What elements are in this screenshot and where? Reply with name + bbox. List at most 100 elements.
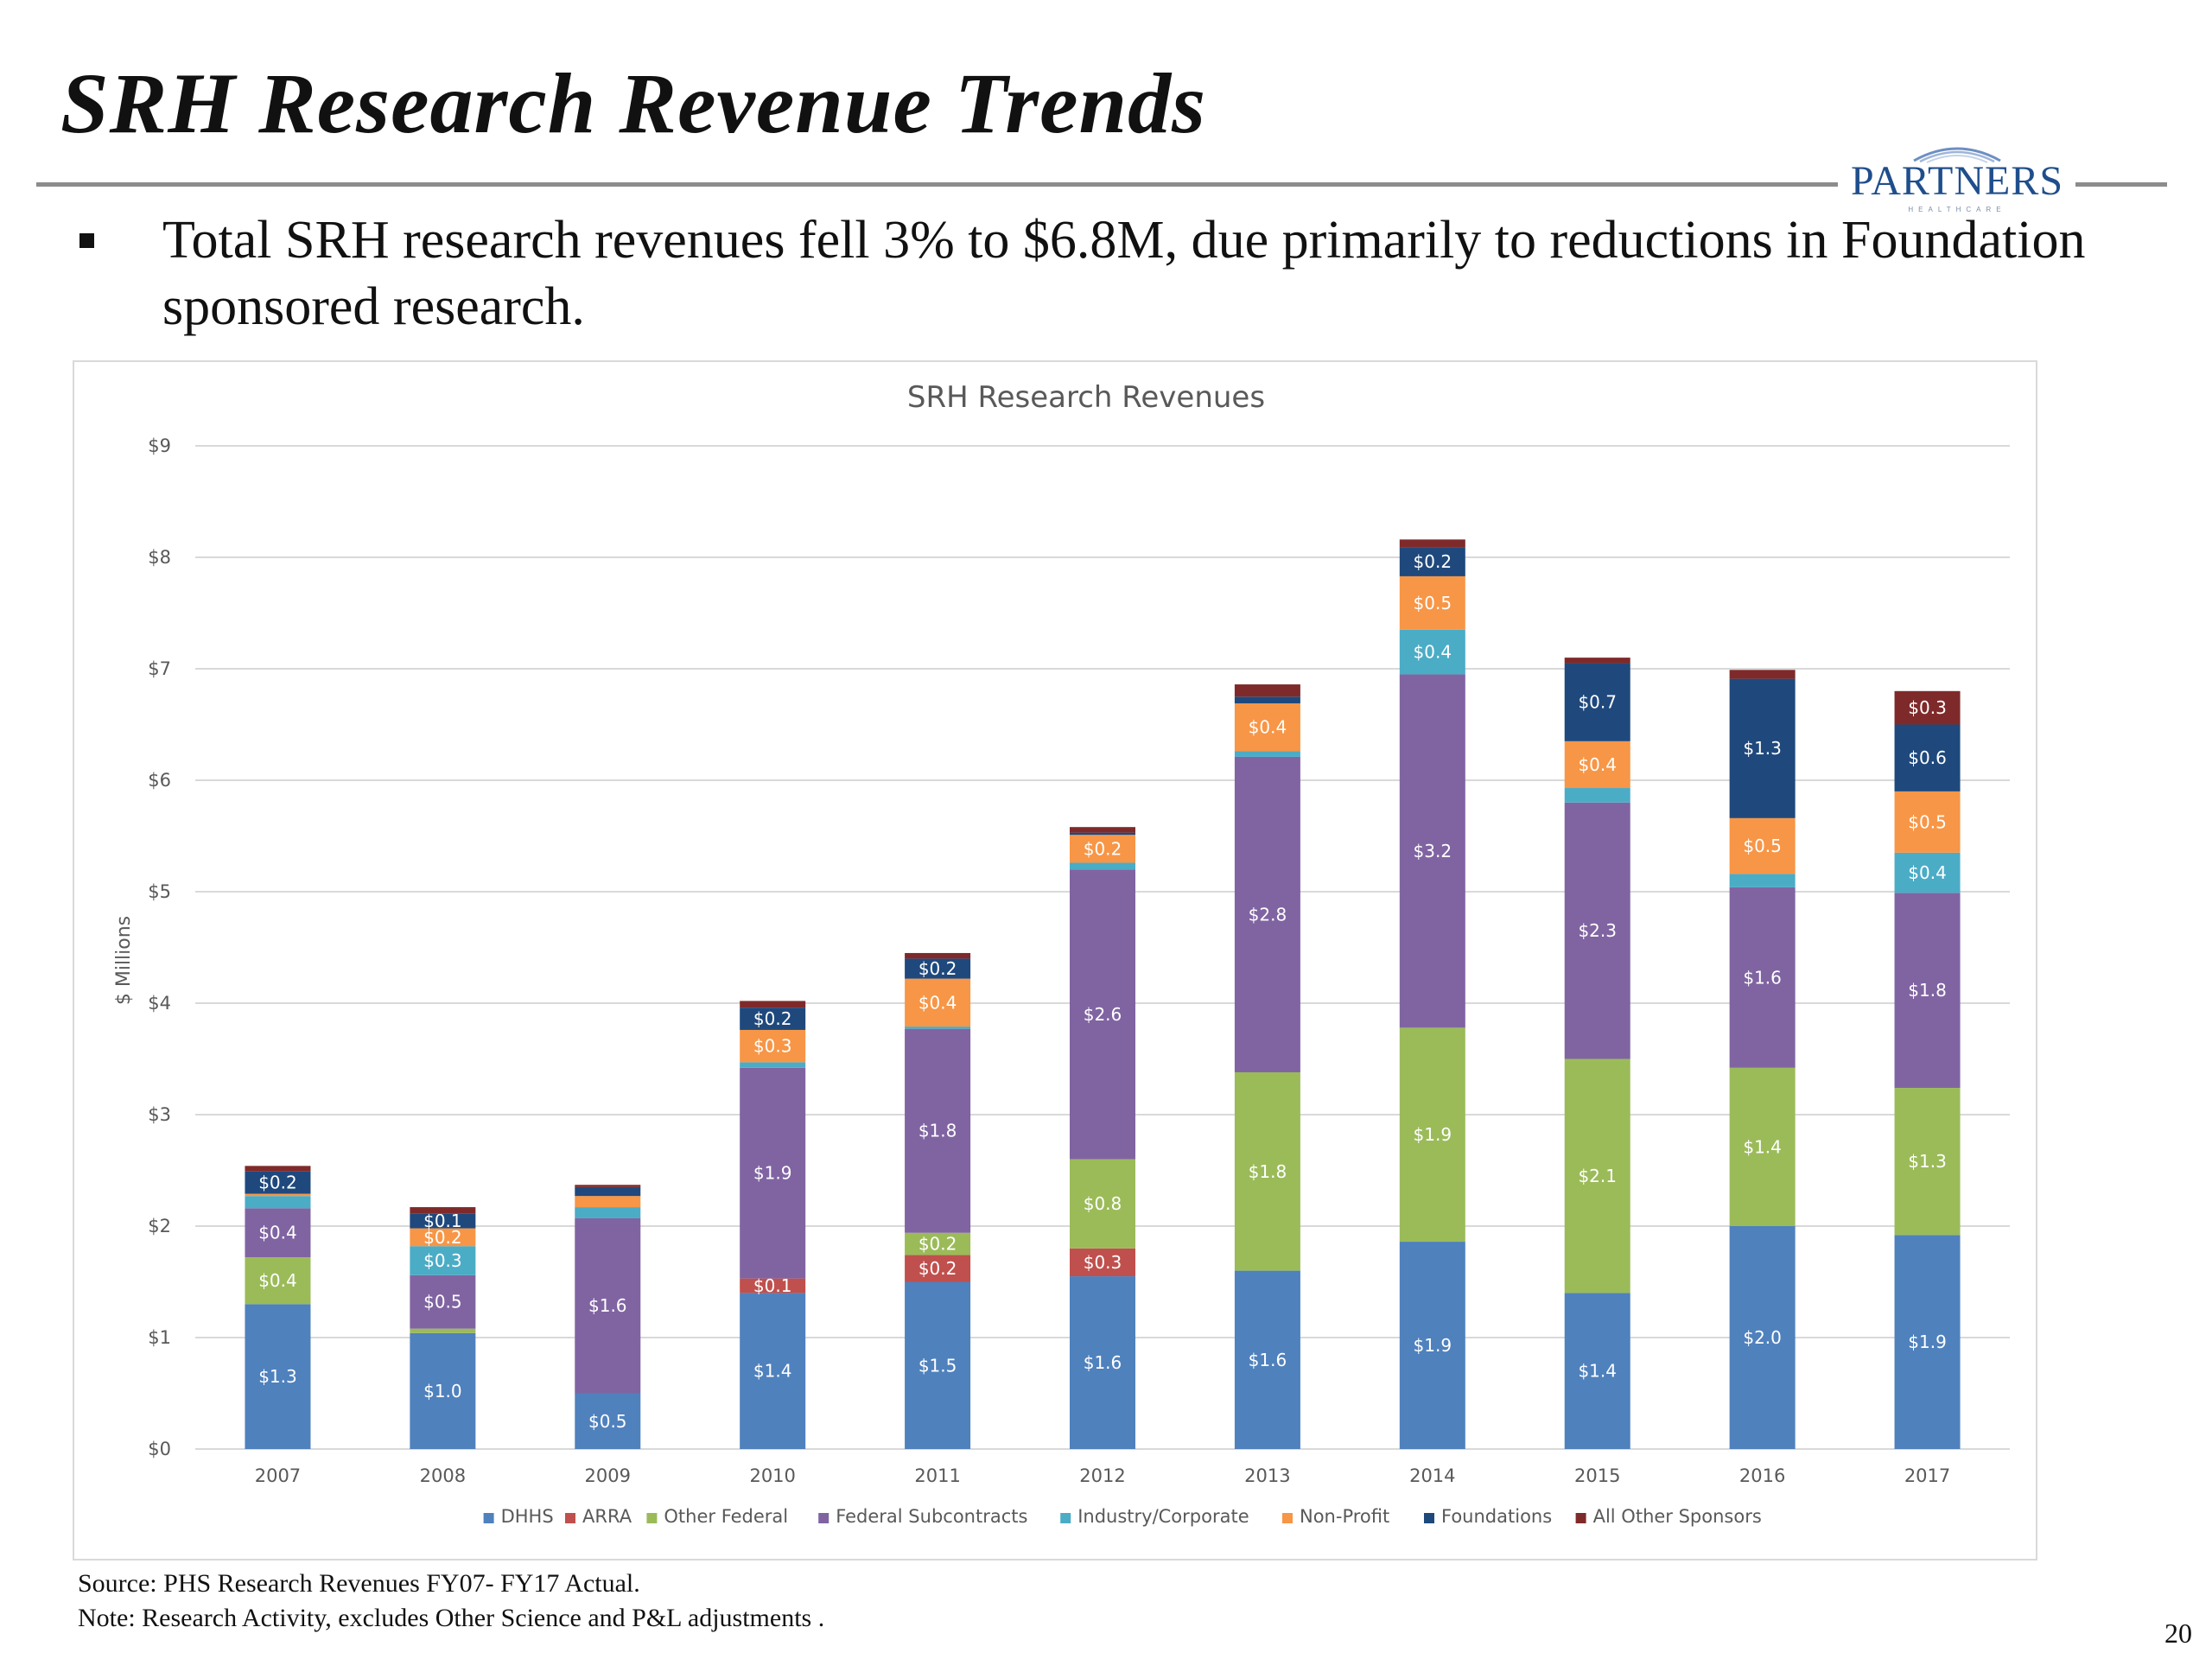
y-tick-label: $8 [148,547,171,568]
data-label: $2.8 [1249,904,1287,925]
bar-segment [1070,862,1135,870]
bar-segment [1399,539,1465,548]
bar-segment [575,1196,641,1208]
x-tick-label: 2011 [914,1465,960,1486]
bar-segment [1070,1248,1135,1277]
data-label: $1.3 [1743,738,1782,759]
bar-segment [905,958,971,979]
bar-segment [740,1278,806,1294]
bar-segment [575,1185,641,1187]
data-label: $0.1 [423,1211,462,1231]
legend-label: DHHS [501,1506,554,1527]
y-tick-label: $6 [148,770,171,791]
partners-logo: PARTNERS HEALTHCARE [1849,138,2065,216]
legend-label: Non-Profit [1300,1506,1389,1527]
legend-label: Foundations [1441,1506,1552,1527]
data-label: $2.6 [1084,1004,1122,1025]
bar-segment [1729,887,1796,1068]
data-label: $1.3 [1908,1151,1947,1172]
bar-segment [410,1332,476,1449]
chart-frame: SRH Research Revenues $0 $1 $2 $3 $4 $5 $6 $7 $8 $… [73,360,2037,1560]
bar-segment [1894,791,1961,853]
bar-segment [1399,1027,1465,1243]
data-label: $0.7 [1578,692,1617,713]
footnote: Note: Research Activity, excludes Other … [78,1604,825,1632]
data-label: $0.4 [258,1223,297,1243]
data-label: $0.4 [1908,862,1947,883]
bar-segment [905,1255,971,1282]
data-label: $1.6 [1249,1350,1287,1370]
data-label: $1.4 [1578,1361,1617,1382]
bar-segment [1070,869,1135,1160]
data-label: $1.5 [918,1355,957,1376]
bar-segment [575,1207,641,1218]
bar-segment [245,1171,311,1194]
bar-segment [410,1213,476,1229]
data-label: $2.3 [1578,920,1617,941]
bar-segment [1234,702,1300,752]
legend-label: All Other Sponsors [1593,1506,1762,1527]
bar-segment [245,1193,311,1197]
bar-segment [1070,832,1135,836]
bar-segment [1564,663,1630,741]
bullet-text: Total SRH research revenues fell 3% to $… [162,211,2086,336]
data-label: $0.4 [1578,754,1617,775]
y-tick-label: $5 [148,881,171,902]
data-label: $1.6 [1084,1352,1122,1373]
page-number: 20 [2164,1618,2192,1649]
legend-swatch [1575,1513,1586,1523]
data-label: $1.6 [588,1295,627,1316]
bar-segment [575,1186,641,1197]
logo-wordmark: PARTNERS [1850,158,2064,204]
x-tick-label: 2010 [749,1465,795,1486]
data-label: $0.4 [918,992,957,1013]
bar-segment [1729,1067,1796,1226]
bar-segment [1399,629,1465,675]
bar-segment [410,1246,476,1275]
data-label: $1.9 [753,1163,792,1184]
y-tick-label: $1 [148,1327,171,1348]
legend-swatch [1282,1513,1293,1523]
data-label: $1.9 [1908,1332,1947,1352]
bar-segment [1234,1270,1300,1449]
bar-segment [1564,741,1630,789]
bar-segment [1070,827,1135,833]
bar-segment [245,1257,311,1305]
bar-segment [1399,1242,1465,1449]
bar-segment [245,1196,311,1209]
data-label: $1.8 [1249,1161,1287,1182]
y-tick-label: $0 [148,1439,171,1459]
bar-segment [575,1393,641,1449]
bar-segment [740,1029,806,1063]
bar-segment [1234,1071,1300,1271]
bar-segment [1894,1088,1961,1236]
legend-swatch [565,1513,575,1523]
bar-segment [575,1217,641,1394]
x-tick-label: 2015 [1574,1465,1620,1486]
bar-segment [905,978,971,1027]
bar-segment [245,1208,311,1258]
data-label: $0.2 [753,1008,792,1029]
y-axis-label: $ Millions [113,916,135,1005]
data-label: $0.6 [1908,747,1947,768]
x-tick-label: 2017 [1904,1465,1950,1486]
data-label: $2.1 [1578,1166,1617,1186]
x-tick-label: 2007 [255,1465,301,1486]
legend-swatch [818,1513,830,1523]
data-label: $0.2 [1414,551,1452,572]
bar-segment [905,1028,971,1233]
x-tick-label: 2009 [585,1465,631,1486]
data-label: $1.6 [1743,967,1782,988]
data-label: $1.4 [753,1361,792,1382]
x-tick-label: 2013 [1244,1465,1290,1486]
data-label: $0.5 [1908,811,1947,832]
bar-segment [1399,575,1465,630]
bar-segment [1564,802,1630,1059]
data-label: $0.4 [258,1270,297,1291]
data-label: $0.4 [1414,642,1452,663]
bar-segment [410,1328,476,1333]
y-tick-label: $4 [148,993,171,1014]
data-label: $0.4 [1249,717,1287,738]
data-label: $0.2 [918,1234,957,1255]
x-tick-label: 2012 [1079,1465,1125,1486]
